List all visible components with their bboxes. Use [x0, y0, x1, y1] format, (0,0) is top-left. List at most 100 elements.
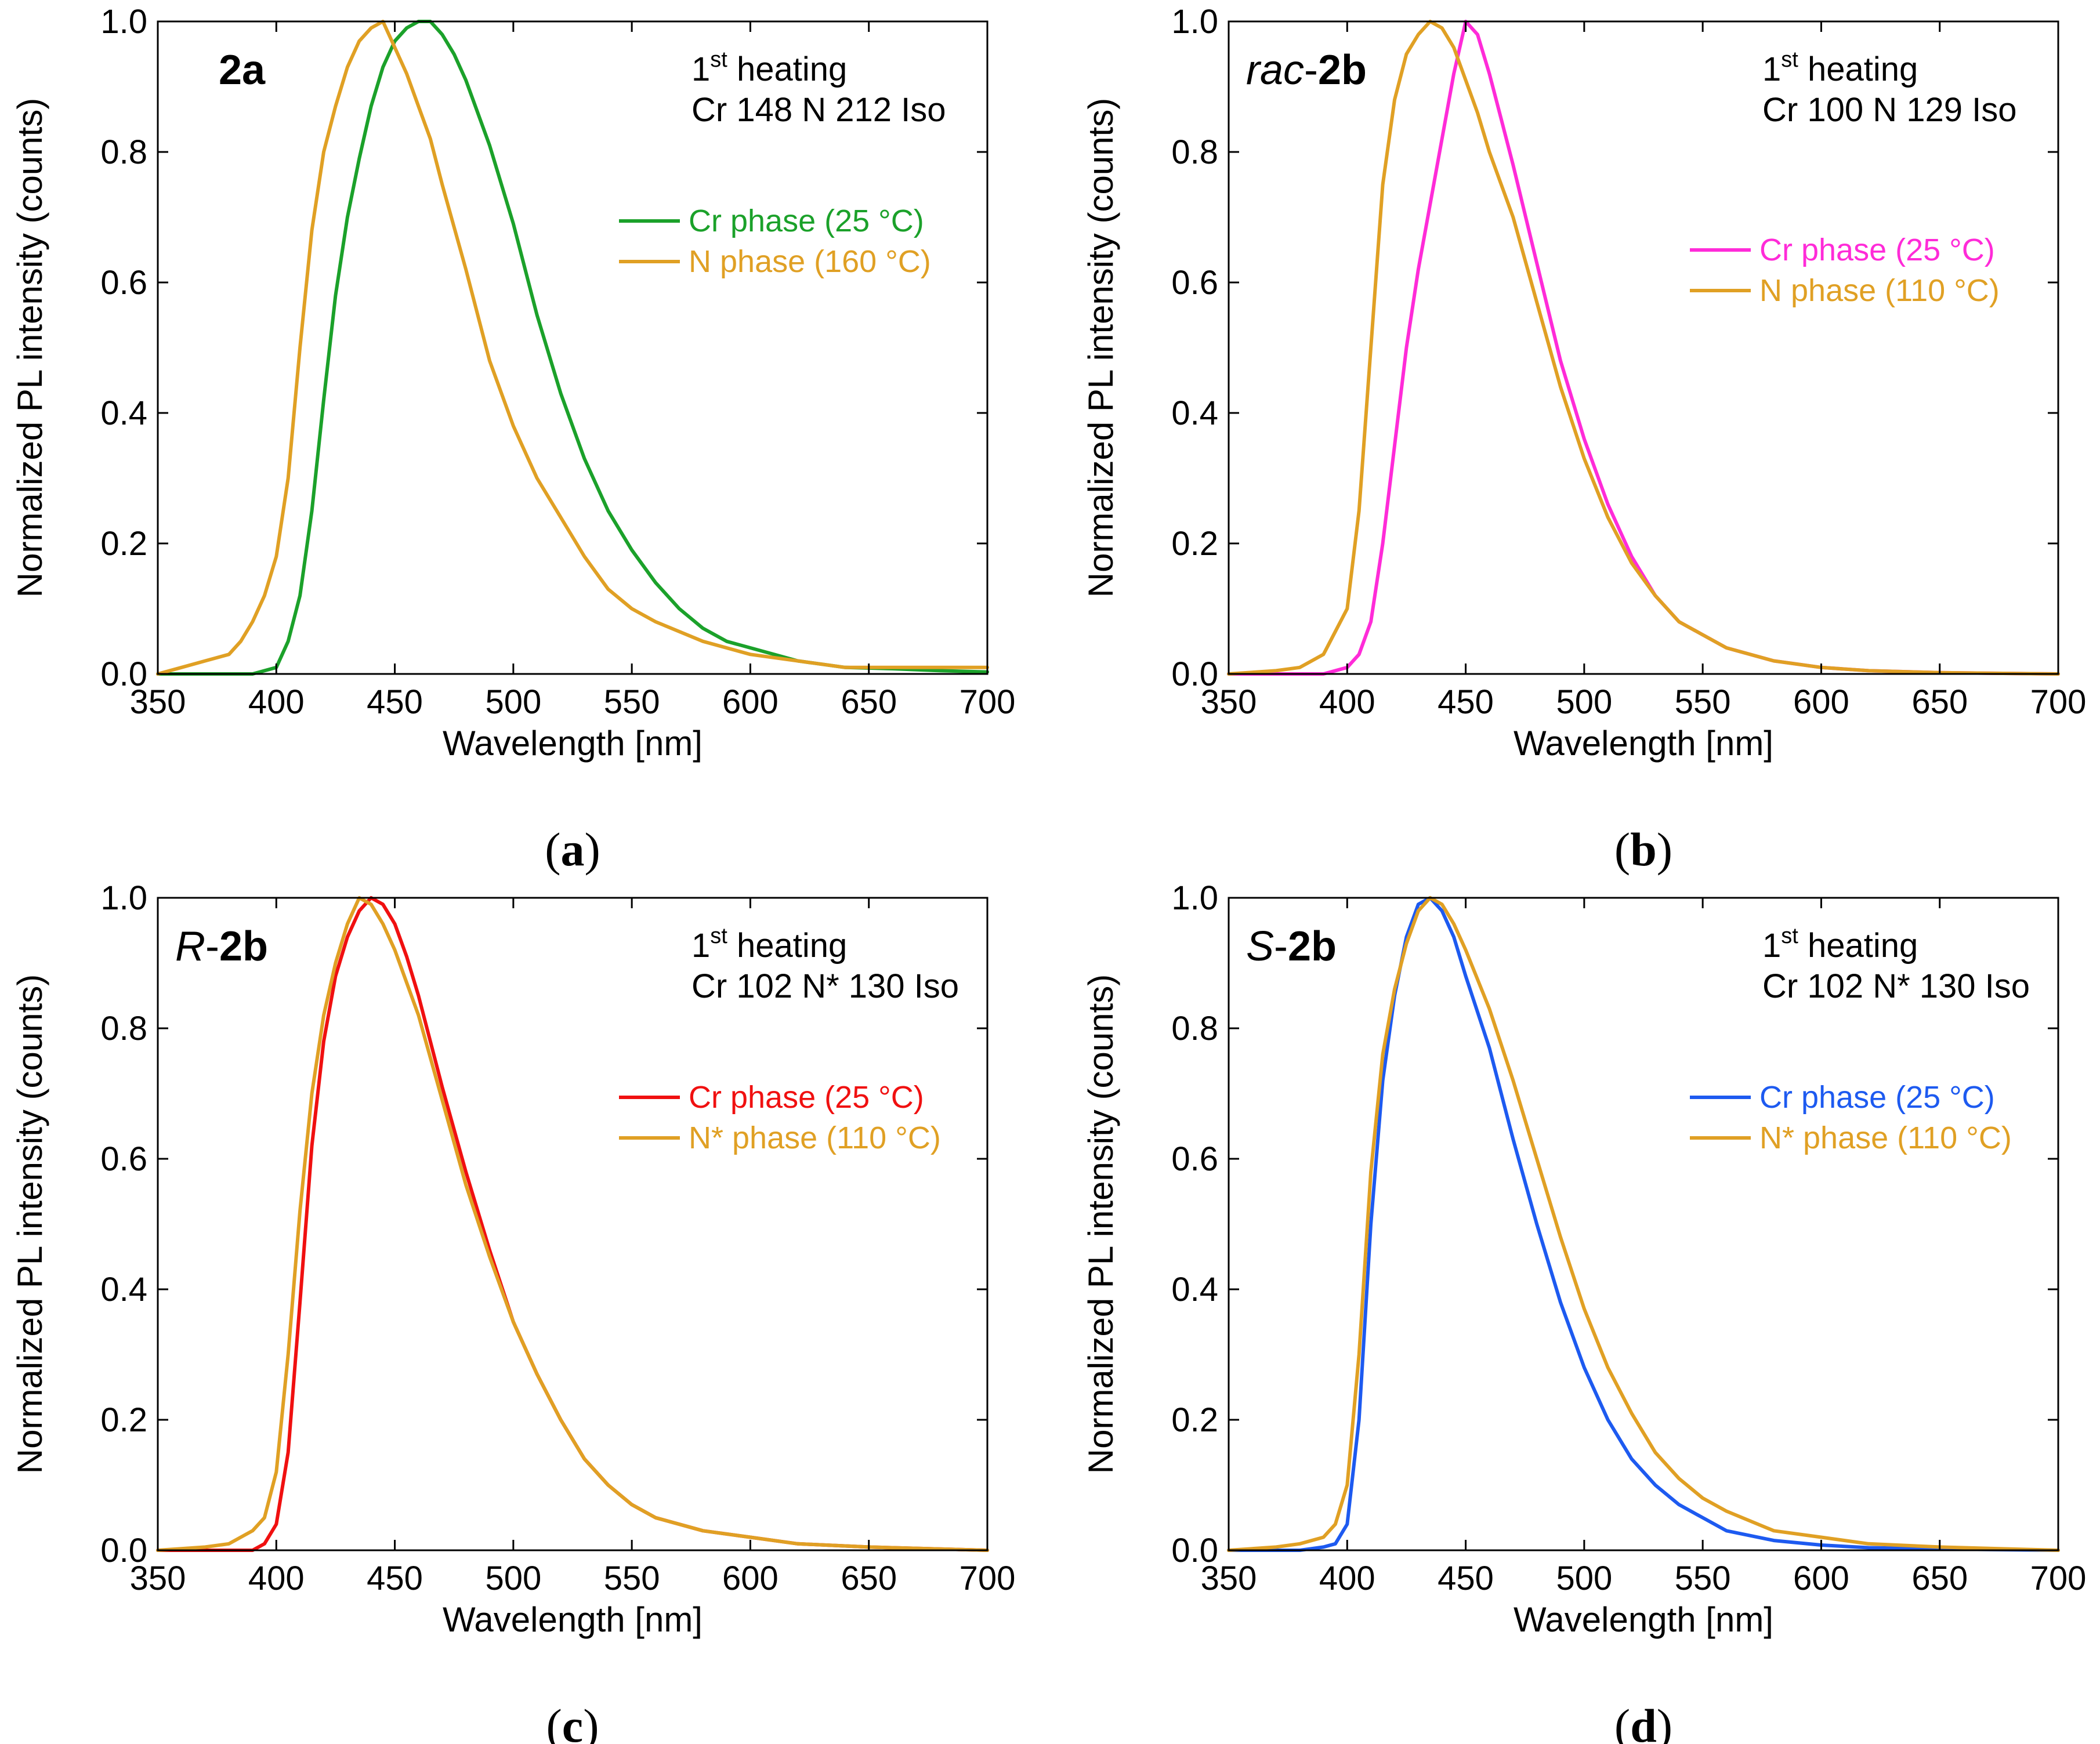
y-tick-label: 0.4	[1171, 1271, 1218, 1308]
x-axis-label: Wavelength [nm]	[443, 1600, 703, 1639]
x-tick-label: 500	[1556, 1560, 1612, 1597]
legend-entry: N* phase (110 °C)	[689, 1121, 941, 1155]
x-tick-label: 450	[1438, 683, 1494, 721]
compound-dash: -	[205, 923, 219, 970]
x-tick-label: 650	[1911, 1560, 1968, 1597]
heating-text: heating	[1798, 927, 1918, 965]
y-tick-label: 0.2	[100, 525, 147, 563]
y-tick-label: 0.8	[100, 1010, 147, 1047]
y-tick-label: 1.0	[100, 879, 147, 917]
panel-label-close: )	[583, 1699, 599, 1744]
x-tick-label: 450	[367, 1560, 423, 1597]
x-tick-label: 700	[960, 683, 1016, 721]
y-tick-label: 0.6	[100, 264, 147, 302]
x-tick-label: 350	[1201, 683, 1257, 721]
series-line-2	[1227, 896, 2060, 1552]
x-tick-label: 600	[722, 683, 779, 721]
y-tick-label: 0.0	[100, 1532, 147, 1569]
y-tick-label: 0.4	[100, 394, 147, 432]
x-axis-label: Wavelength [nm]	[443, 724, 703, 763]
y-tick-label: 0.2	[100, 1401, 147, 1439]
plot-frame	[1228, 20, 2059, 675]
y-tick-label: 0.4	[1171, 394, 1218, 432]
panel-label: (c)	[546, 1699, 599, 1744]
x-tick-label: 550	[1675, 1560, 1731, 1597]
heating-label: 1st heating	[1762, 924, 1918, 965]
plot-frame	[1228, 897, 2059, 1551]
y-tick-label: 0.0	[1171, 655, 1218, 693]
compound-dash: -	[1274, 923, 1288, 970]
y-tick-label: 0.4	[100, 1271, 147, 1308]
panel-a: 350 400 450 500 550 600 650 700 0.0 0.2 0.4 0.6 0.8 1…	[10, 3, 1015, 876]
heating-text: heating	[727, 927, 847, 965]
heating-text: heating	[727, 50, 847, 88]
legend-entry: Cr phase (25 °C)	[689, 1080, 924, 1115]
y-tick-label: 0.6	[1171, 1140, 1218, 1178]
series-line-2	[156, 896, 989, 1552]
panel-label-letter: a	[561, 823, 585, 876]
plot-frame	[157, 20, 989, 675]
y-axis-label: Normalized PL intensity (counts)	[1081, 974, 1120, 1474]
panel-c: 350 400 450 500 550 600 650 700 0.0 0.2 0.4 0.6 0.8 1…	[10, 879, 1015, 1744]
y-tick-label: 0.8	[1171, 133, 1218, 171]
ordinal-number: 1	[1762, 927, 1781, 965]
compound-prefix: R	[175, 923, 205, 970]
legend-entry: Cr phase (25 °C)	[1759, 233, 1995, 267]
transition-temps: Cr 100 N 129 Iso	[1762, 91, 2016, 129]
y-axis-label: Normalized PL intensity (counts)	[10, 974, 49, 1474]
ordinal-suffix: st	[1781, 48, 1798, 72]
x-tick-label: 400	[1319, 683, 1375, 721]
ordinal-suffix: st	[1781, 924, 1798, 948]
legend-entry: N phase (160 °C)	[689, 244, 931, 279]
series-line-2	[156, 20, 989, 676]
panel-label-letter: b	[1630, 823, 1657, 876]
x-tick-label: 500	[485, 683, 541, 721]
transition-temps: Cr 102 N* 130 Iso	[691, 967, 959, 1005]
compound-label: rac-2b	[1246, 47, 1367, 93]
x-axis-label: Wavelength [nm]	[1514, 724, 1773, 763]
x-tick-label: 650	[1911, 683, 1968, 721]
panel-label-letter: c	[562, 1699, 583, 1744]
x-tick-label: 450	[1438, 1560, 1494, 1597]
legend-entry: Cr phase (25 °C)	[1759, 1080, 1995, 1115]
ordinal-suffix: st	[710, 924, 727, 948]
compound-prefix: S	[1246, 923, 1274, 970]
panel-d: 350 400 450 500 550 600 650 700 0.0 0.2 0.4 0.6 0.8 1…	[1081, 879, 2086, 1744]
x-tick-label: 350	[130, 1560, 186, 1597]
transition-temps: Cr 148 N 212 Iso	[691, 91, 946, 129]
panel-label: (a)	[545, 823, 600, 876]
x-tick-label: 550	[604, 683, 660, 721]
panel-label: (b)	[1614, 823, 1672, 876]
y-tick-label: 0.2	[1171, 1401, 1218, 1439]
panel-label-open: (	[1614, 1699, 1630, 1744]
x-tick-label: 450	[367, 683, 423, 721]
compound-dash: -	[1304, 47, 1318, 93]
y-tick-label: 1.0	[100, 3, 147, 41]
heating-text: heating	[1798, 50, 1918, 88]
y-axis-label: Normalized PL intensity (counts)	[1081, 98, 1120, 597]
heating-label: 1st heating	[691, 924, 847, 965]
x-tick-label: 400	[248, 683, 305, 721]
x-tick-label: 700	[2030, 683, 2087, 721]
x-tick-label: 600	[1793, 1560, 1849, 1597]
x-tick-label: 650	[841, 1560, 897, 1597]
x-tick-label: 550	[604, 1560, 660, 1597]
compound-name: 2b	[1318, 47, 1367, 93]
series-line-1	[1227, 896, 2060, 1552]
compound-name: 2a	[219, 47, 266, 93]
x-tick-label: 650	[841, 683, 897, 721]
panel-label-open: (	[1614, 823, 1630, 876]
x-tick-label: 700	[960, 1560, 1016, 1597]
panel-label-open: (	[545, 823, 560, 876]
x-tick-label: 600	[722, 1560, 779, 1597]
y-tick-label: 0.0	[100, 655, 147, 693]
panel-label-letter: d	[1630, 1699, 1657, 1744]
x-tick-label: 600	[1793, 683, 1849, 721]
y-tick-label: 0.8	[1171, 1010, 1218, 1047]
ordinal-number: 1	[691, 50, 710, 88]
y-tick-label: 1.0	[1171, 879, 1218, 917]
series-line-2	[1227, 20, 2060, 676]
compound-label: R-2b	[175, 923, 268, 970]
x-tick-label: 500	[485, 1560, 541, 1597]
